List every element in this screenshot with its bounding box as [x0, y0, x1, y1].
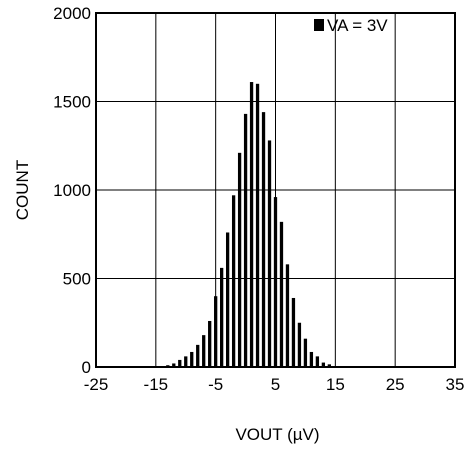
histogram-bar	[279, 221, 284, 367]
histogram-bar	[190, 351, 194, 367]
x-tick-label: -15	[144, 375, 169, 394]
histogram-bar	[237, 152, 242, 367]
histogram-bar	[172, 363, 176, 367]
histogram-bar	[309, 351, 314, 367]
histogram-bar	[267, 140, 272, 367]
histogram-bar	[208, 320, 212, 367]
x-axis-title: VOUT (µV)	[235, 425, 319, 444]
histogram-bar	[327, 364, 331, 367]
x-tick-label: 25	[386, 375, 405, 394]
histogram-bar	[214, 296, 218, 367]
histogram-bar	[249, 82, 254, 367]
histogram-bar	[225, 232, 230, 367]
histogram-bar	[220, 267, 224, 367]
histogram-bar	[297, 322, 302, 367]
y-tick-label: 1000	[53, 181, 91, 200]
histogram-bar	[184, 356, 188, 367]
legend-label: VA = 3V	[327, 16, 388, 35]
histogram-bar	[255, 83, 260, 368]
x-tick-label: 15	[326, 375, 345, 394]
x-tick-labels: -25 -15 -5 5 15 25 35	[84, 375, 465, 394]
histogram-bar	[315, 356, 320, 367]
histogram-bar	[273, 197, 278, 367]
x-tick-label: 35	[446, 375, 465, 394]
y-axis-title: COUNT	[13, 160, 32, 220]
histogram-bar	[291, 297, 296, 367]
legend-swatch	[314, 19, 324, 31]
histogram-bar	[261, 112, 266, 368]
y-tick-labels: 0 500 1000 1500 2000	[53, 4, 91, 377]
histogram-bar	[321, 362, 326, 367]
x-tick-label: -5	[208, 375, 223, 394]
histogram-bar	[285, 264, 290, 367]
x-tick-label: -25	[84, 375, 109, 394]
legend: VA = 3V	[314, 16, 388, 35]
y-tick-label: 0	[82, 358, 91, 377]
histogram-bar	[202, 335, 206, 367]
plot-frame	[95, 12, 456, 368]
y-tick-label: 500	[63, 270, 91, 289]
histogram-bar	[178, 359, 182, 367]
y-tick-label: 2000	[53, 4, 91, 23]
x-tick-label: 5	[271, 375, 280, 394]
y-tick-label: 1500	[53, 93, 91, 112]
histogram-bar	[243, 113, 248, 367]
histogram-bar	[231, 195, 236, 367]
histogram-bar	[303, 338, 308, 367]
histogram-bar	[196, 344, 200, 367]
bars-layer	[160, 82, 331, 368]
